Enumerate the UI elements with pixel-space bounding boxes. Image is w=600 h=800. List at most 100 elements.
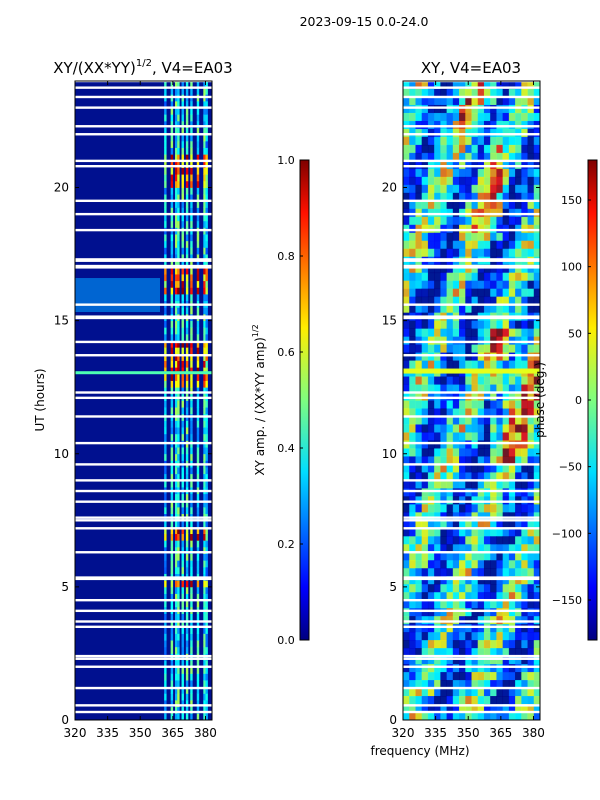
phase-cell: [533, 400, 540, 409]
phase-cell: [440, 384, 447, 393]
phase-cell: [434, 112, 441, 122]
phase-cell: [496, 352, 504, 361]
phase-cell: [496, 240, 504, 250]
phase-cell: [452, 536, 460, 545]
phase-cell: [440, 216, 447, 226]
phase-cell: [421, 520, 429, 529]
amplitude-rfi-cell: [175, 254, 178, 262]
phase-cell: [440, 424, 447, 433]
phase-cell: [471, 432, 479, 441]
phase-cell: [421, 456, 429, 465]
phase-cell: [415, 384, 423, 393]
phase-cell: [515, 192, 522, 202]
phase-cell: [477, 408, 485, 417]
phase-cell: [409, 384, 416, 393]
phase-cell: [452, 176, 460, 186]
phase-flagged-row: [403, 710, 540, 714]
amplitude-rfi-cell: [185, 114, 189, 122]
amplitude-rfi-cell: [205, 673, 208, 681]
phase-cell: [446, 480, 454, 489]
amplitude-rfi-cell: [203, 174, 206, 182]
amplitude-rfi-cell: [203, 274, 206, 282]
phase-cell: [477, 168, 485, 178]
phase-cell: [515, 504, 522, 513]
amplitude-rfi-cell: [175, 274, 178, 282]
phase-cell: [446, 656, 454, 665]
amplitude-flagged-row: [75, 228, 212, 232]
phase-cell: [471, 408, 479, 417]
amplitude-rfi-cell: [164, 633, 167, 641]
phase-cell: [477, 184, 485, 194]
amplitude-rfi-cell: [164, 127, 167, 135]
phase-cell: [421, 488, 429, 497]
amplitude-rfi-cell: [190, 633, 193, 641]
amplitude-rfi-cell: [175, 353, 178, 361]
phase-cell: [527, 424, 535, 433]
phase-cell: [527, 88, 535, 98]
phase-cell: [490, 424, 497, 433]
phase-cell: [446, 584, 454, 593]
phase-cell: [483, 152, 491, 162]
amplitude-rfi-cell: [175, 633, 178, 641]
phase-cell: [434, 352, 441, 361]
amplitude-rfi-cell: [190, 167, 193, 175]
amplitude-rfi-cell: [170, 154, 174, 162]
phase-cell: [508, 456, 516, 465]
phase-cell: [490, 408, 497, 417]
phase-cell: [477, 112, 485, 122]
amplitude-rfi-cell: [196, 493, 200, 501]
phase-cell: [446, 384, 454, 393]
amplitude-rfi-cell: [164, 533, 167, 541]
phase-cell: [496, 136, 504, 146]
phase-cell: [403, 592, 410, 601]
phase-cell: [465, 432, 472, 441]
phase-cell: [496, 472, 504, 481]
amplitude-flagged-row: [75, 441, 212, 445]
amplitude-rfi-cell: [177, 453, 180, 461]
phase-cell: [471, 192, 479, 202]
phase-cell: [446, 424, 454, 433]
phase-cell: [490, 352, 497, 361]
phase-cell: [459, 464, 466, 473]
phase-cell: [483, 688, 491, 697]
phase-cell: [521, 584, 528, 593]
phase-cell: [471, 184, 479, 194]
phase-cell: [477, 712, 485, 720]
phase-cell: [465, 328, 472, 337]
phase-cell: [521, 608, 528, 617]
amplitude-colorbar-tick-label: 0.4: [277, 442, 295, 455]
phase-cell: [409, 112, 416, 122]
amplitude-rfi-cell: [203, 427, 206, 435]
amplitude-rfi-cell: [181, 380, 184, 388]
phase-cell: [415, 584, 423, 593]
phase-cell: [403, 552, 410, 561]
amplitude-rfi-cell: [196, 234, 200, 242]
phase-cell: [477, 520, 485, 529]
phase-cell: [521, 472, 528, 481]
amplitude-rfi-cell: [181, 427, 184, 435]
amplitude-rfi-cell: [175, 613, 178, 621]
amplitude-rfi-cell: [196, 680, 200, 688]
phase-cell: [465, 552, 472, 561]
amplitude-rfi-cell: [203, 640, 206, 648]
phase-cell: [446, 352, 454, 361]
amplitude-rfi-cell: [203, 81, 206, 89]
phase-cell: [427, 96, 435, 106]
amplitude-rfi-cell: [203, 700, 206, 708]
phase-cell: [421, 576, 429, 585]
amplitude-rfi-cell: [181, 180, 184, 188]
amplitude-rfi-cell: [164, 154, 167, 162]
amplitude-rfi-cell: [170, 147, 174, 155]
amplitude-colorbar-tick-label: 0.8: [277, 250, 295, 263]
amplitude-rfi-cell: [190, 533, 193, 541]
phase-cell: [521, 248, 528, 258]
amplitude-flagged-row: [75, 479, 212, 482]
phase-cell: [515, 440, 522, 449]
phase-cell: [409, 296, 416, 306]
phase-cell: [440, 200, 447, 210]
phase-cell: [477, 528, 485, 537]
phase-cell: [515, 552, 522, 561]
phase-cell: [465, 216, 472, 226]
phase-cell: [515, 480, 522, 489]
phase-cell: [415, 152, 423, 162]
